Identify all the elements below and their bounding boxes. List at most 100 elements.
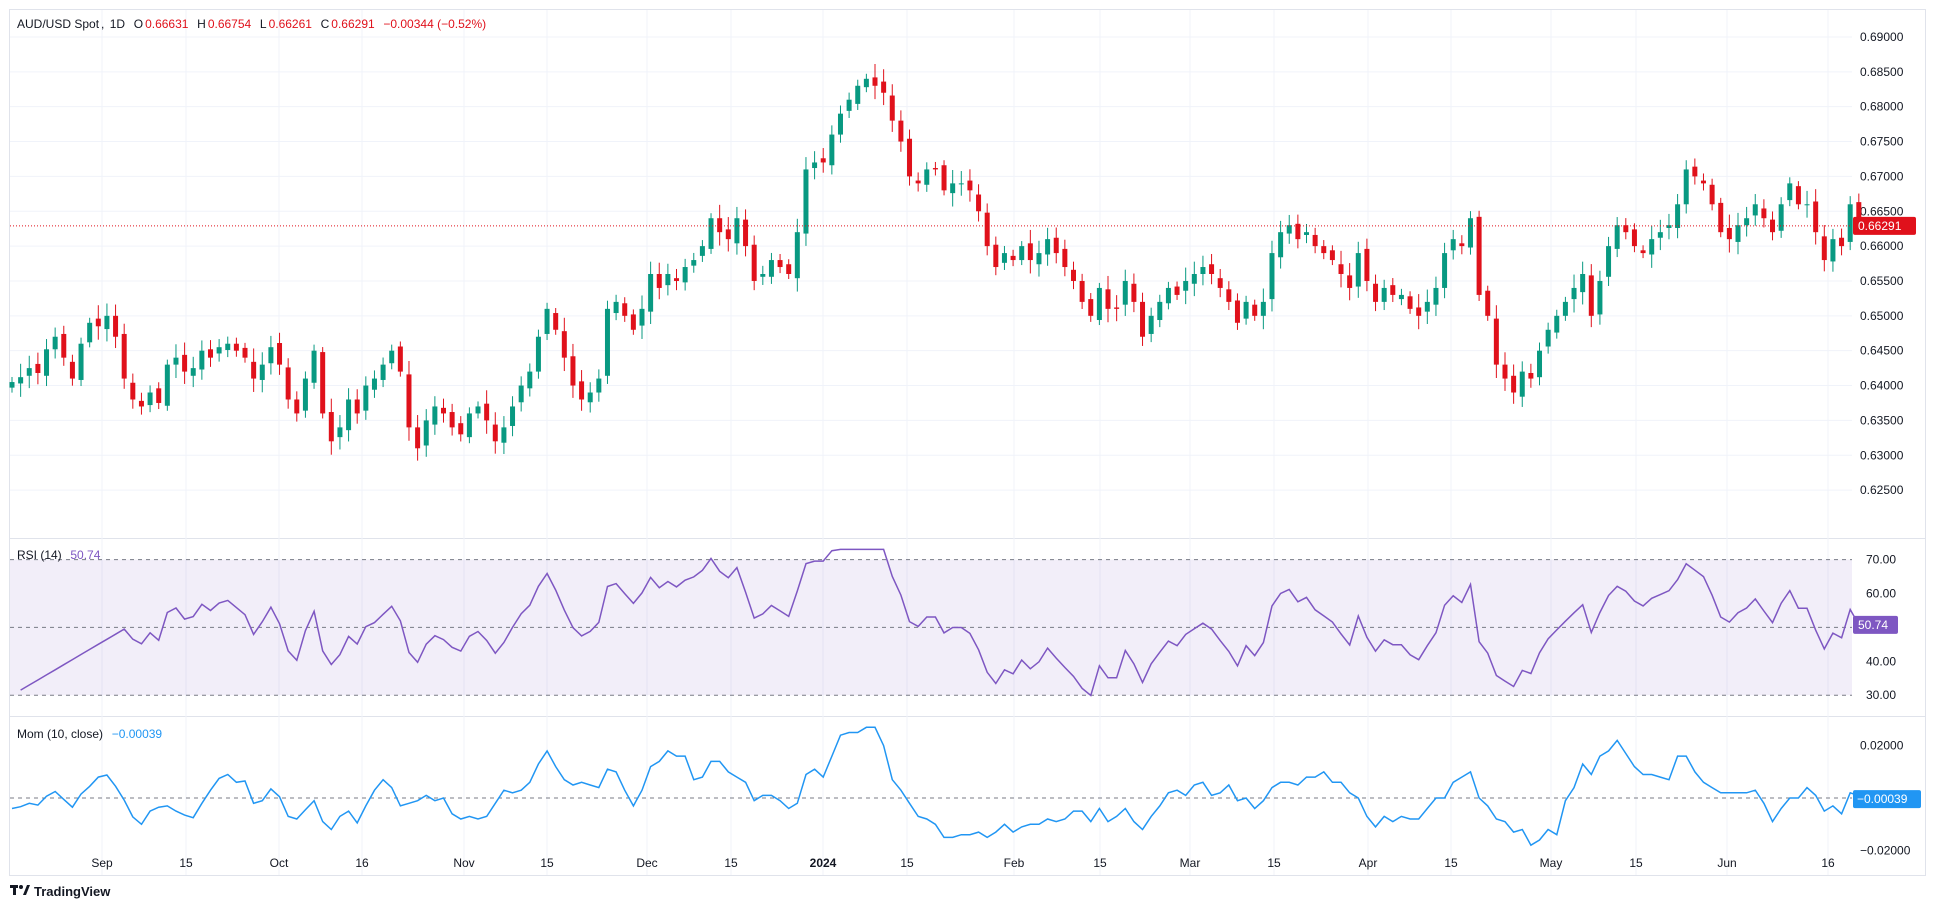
candle-body: [1562, 301, 1568, 316]
candle-body: [1140, 301, 1146, 337]
candle-body: [164, 364, 170, 406]
candle-body: [1088, 299, 1094, 316]
tradingview-logo-icon: [10, 884, 30, 899]
candle-body: [233, 343, 239, 351]
candle-body: [1537, 350, 1543, 378]
candle-body: [173, 357, 179, 365]
candle-body: [674, 278, 680, 281]
rsi-tick-label: 40.00: [1866, 654, 1896, 668]
candle-body: [622, 303, 628, 316]
rsi-tick-label: 30.00: [1866, 688, 1896, 702]
candle-body: [924, 169, 930, 185]
candle-body: [320, 352, 326, 414]
candle-body: [950, 183, 956, 194]
candle-body: [613, 301, 619, 314]
candle-body: [1467, 218, 1473, 248]
candle-body: [1295, 223, 1301, 240]
symbol-label: AUD/USD Spot: [17, 17, 100, 31]
candle-body: [216, 347, 222, 354]
candle-body: [587, 392, 593, 403]
candle-body: [130, 382, 136, 400]
candle-body: [604, 308, 610, 376]
close-value: 0.66291: [331, 17, 375, 31]
candle-body: [691, 260, 697, 266]
x-tick-label: 15: [1093, 856, 1107, 870]
candle-body: [311, 350, 317, 383]
candle-body: [277, 343, 283, 365]
candle-body: [251, 361, 257, 379]
candle-body: [846, 99, 852, 111]
candle-body: [1761, 208, 1767, 219]
candle-body: [820, 158, 826, 163]
candle-body: [898, 120, 904, 142]
candle-body: [1062, 248, 1068, 268]
candle-body: [1640, 250, 1646, 254]
candle-body: [1105, 289, 1111, 309]
price-tick-label: 0.65500: [1860, 274, 1904, 288]
rsi-name: RSI (14): [17, 548, 62, 562]
candle-body: [9, 382, 15, 388]
candle-body: [1321, 246, 1327, 254]
candle-body: [1407, 296, 1413, 309]
candle-body: [1795, 186, 1801, 205]
open-label: O: [133, 17, 144, 31]
x-tick-label: 15: [179, 856, 193, 870]
candle-body: [1700, 180, 1706, 184]
candle-body: [95, 318, 101, 327]
rsi-tick-label: 60.00: [1866, 586, 1896, 600]
mom-tick-label: −0.02000: [1860, 843, 1911, 857]
candle-body: [182, 354, 188, 372]
candle-body: [1329, 250, 1335, 261]
tradingview-brand[interactable]: TradingView: [10, 884, 110, 899]
x-tick-label: 15: [900, 856, 914, 870]
candle-body: [1597, 280, 1603, 315]
candle-body: [1580, 274, 1586, 293]
price-tick-label: 0.69000: [1860, 30, 1904, 44]
candle-body: [1200, 267, 1206, 274]
mom-value-badge: [1853, 790, 1921, 809]
candle-body: [1485, 290, 1491, 316]
x-tick-label: Oct: [270, 856, 289, 870]
candle-body: [1355, 253, 1361, 287]
interval-label: 1D: [109, 17, 126, 31]
candle-body: [527, 371, 533, 389]
x-tick-label: Mar: [1180, 856, 1201, 870]
candle-body: [199, 350, 205, 370]
candle-body: [156, 388, 162, 403]
price-tick-label: 0.68500: [1860, 65, 1904, 79]
x-tick-label: May: [1540, 856, 1563, 870]
candle-body: [1502, 364, 1508, 379]
x-tick-label: Apr: [1359, 856, 1378, 870]
candle-body: [1131, 283, 1137, 302]
candle-body: [121, 333, 127, 379]
candle-body: [147, 392, 153, 406]
candle-body: [777, 260, 783, 268]
candle-body: [363, 385, 369, 411]
candle-body: [596, 378, 602, 393]
candle-body: [18, 377, 24, 384]
x-tick-label: 15: [1444, 856, 1458, 870]
candle-body: [466, 413, 472, 438]
candle-body: [1450, 239, 1456, 251]
candle-body: [760, 274, 766, 277]
candle-body: [113, 315, 119, 337]
x-tick-label: Feb: [1004, 856, 1025, 870]
rsi-badge-label: 50.74: [1858, 618, 1888, 632]
candle-body: [242, 347, 248, 358]
high-label: H: [197, 17, 206, 31]
candle-body: [1623, 225, 1629, 233]
candle-body: [993, 244, 999, 268]
price-tick-label: 0.62500: [1860, 483, 1904, 497]
candle-body: [1649, 239, 1655, 255]
candle-body: [190, 368, 196, 376]
candle-body: [518, 385, 524, 403]
candle-body: [1528, 372, 1534, 379]
price-tick-label: 0.64000: [1860, 379, 1904, 393]
candle-body: [1001, 253, 1007, 263]
candle-body: [941, 165, 947, 191]
price-legend: AUD/USD Spot, 1D O 0.66631 H 0.66754 L 0.66…: [17, 17, 487, 31]
last-price-label: 0.66291: [1858, 219, 1902, 233]
mom-name: Mom (10, close): [17, 727, 104, 741]
